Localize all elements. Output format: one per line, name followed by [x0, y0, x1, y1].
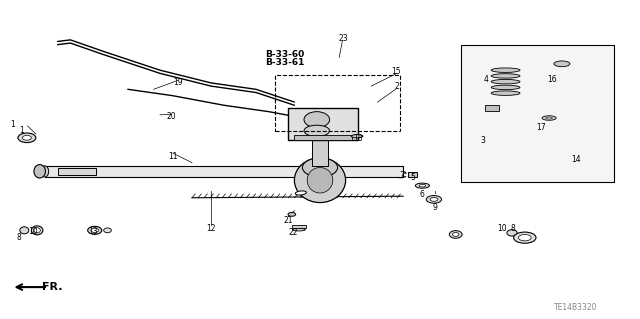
Ellipse shape: [31, 226, 43, 235]
Bar: [58, 168, 96, 175]
Ellipse shape: [288, 212, 296, 216]
Text: 16: 16: [547, 75, 557, 84]
Ellipse shape: [513, 232, 536, 243]
Text: FR.: FR.: [42, 282, 62, 292]
Ellipse shape: [351, 135, 363, 138]
Ellipse shape: [34, 228, 40, 233]
Ellipse shape: [430, 197, 438, 201]
Ellipse shape: [41, 166, 49, 177]
Ellipse shape: [415, 183, 429, 188]
Text: 9: 9: [433, 203, 438, 212]
Text: 8: 8: [17, 233, 22, 242]
Text: 17: 17: [536, 123, 546, 132]
Bar: [408, 172, 417, 177]
Ellipse shape: [295, 191, 307, 195]
Ellipse shape: [452, 233, 459, 236]
Bar: [288, 108, 358, 140]
Bar: [485, 105, 499, 110]
Text: B-33-60: B-33-60: [265, 50, 305, 59]
Text: B-33-61: B-33-61: [265, 58, 305, 67]
Text: 20: 20: [166, 112, 177, 121]
Ellipse shape: [426, 196, 442, 203]
Text: 6: 6: [420, 190, 425, 199]
Ellipse shape: [449, 231, 462, 238]
Text: 10: 10: [497, 224, 508, 233]
Ellipse shape: [292, 228, 305, 231]
Text: 1: 1: [19, 126, 24, 135]
Bar: [45, 166, 403, 177]
Ellipse shape: [22, 136, 31, 140]
Ellipse shape: [554, 61, 570, 67]
Text: 13: 13: [88, 227, 98, 236]
Text: 10: 10: [28, 227, 38, 236]
Text: 7: 7: [399, 171, 404, 180]
Bar: [461, 45, 614, 182]
Text: 3: 3: [481, 136, 486, 145]
Text: 15: 15: [390, 67, 401, 76]
Ellipse shape: [492, 85, 520, 90]
Ellipse shape: [492, 68, 520, 72]
Ellipse shape: [419, 184, 426, 187]
Ellipse shape: [492, 91, 520, 95]
Text: 11: 11: [168, 152, 177, 161]
Ellipse shape: [34, 165, 45, 178]
Text: 12: 12: [207, 224, 216, 233]
Bar: [292, 225, 306, 228]
Text: 8: 8: [511, 224, 516, 233]
Ellipse shape: [304, 125, 330, 137]
Ellipse shape: [294, 158, 346, 203]
Text: 21: 21: [284, 216, 292, 225]
Text: 4: 4: [484, 75, 489, 84]
Ellipse shape: [304, 112, 330, 128]
Ellipse shape: [20, 227, 29, 234]
Text: 14: 14: [571, 155, 581, 164]
Ellipse shape: [492, 74, 520, 78]
Text: 18: 18: [354, 134, 363, 143]
Ellipse shape: [18, 133, 36, 143]
Text: TE14B3320: TE14B3320: [554, 303, 598, 312]
Ellipse shape: [302, 158, 338, 177]
Bar: [312, 134, 328, 166]
Ellipse shape: [542, 116, 556, 120]
Bar: [294, 135, 352, 140]
Text: 19: 19: [173, 78, 183, 87]
Text: 5: 5: [410, 173, 415, 182]
Text: 1: 1: [10, 120, 15, 129]
Ellipse shape: [88, 226, 102, 234]
Text: 2: 2: [394, 82, 399, 91]
Ellipse shape: [546, 117, 552, 119]
Text: 23: 23: [339, 34, 349, 43]
Ellipse shape: [492, 79, 520, 84]
Ellipse shape: [518, 234, 531, 241]
Ellipse shape: [91, 228, 99, 232]
Bar: [275, 75, 400, 131]
Ellipse shape: [507, 230, 517, 236]
Ellipse shape: [307, 167, 333, 193]
Ellipse shape: [104, 228, 111, 233]
Text: 22: 22: [289, 228, 298, 237]
